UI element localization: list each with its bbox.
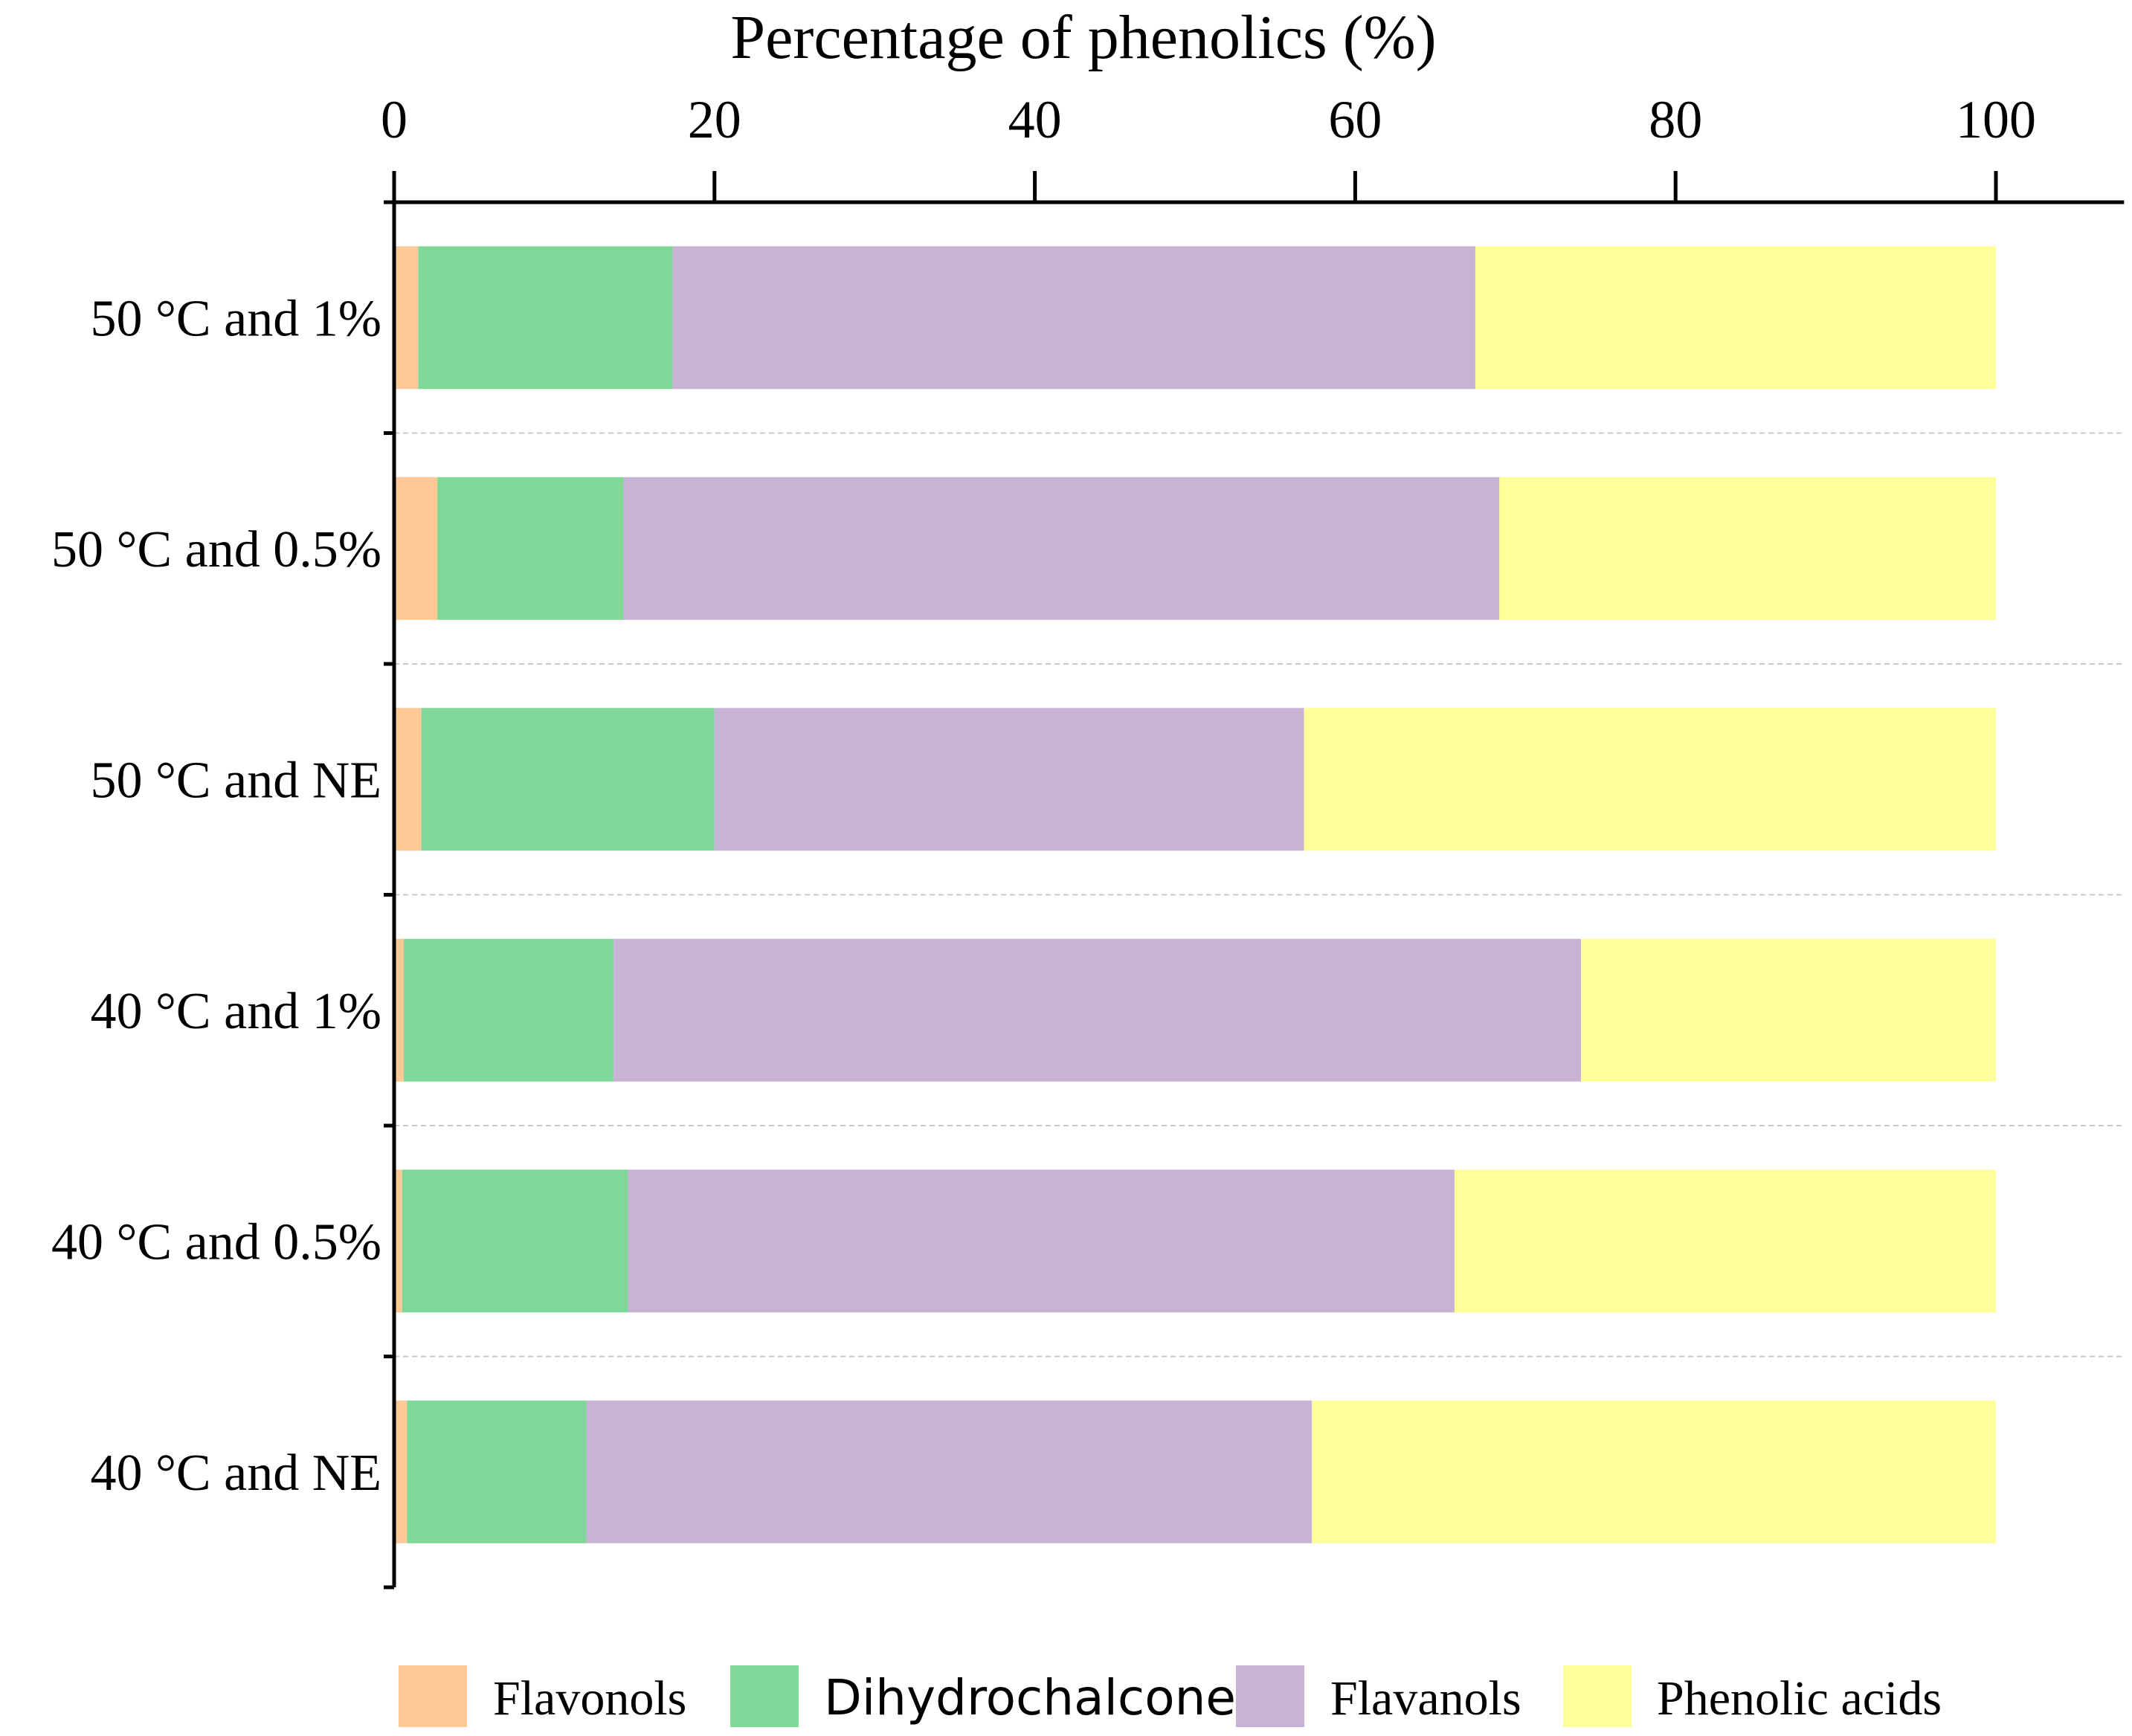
bar-segment-phenolic-acids bbox=[1581, 938, 1996, 1082]
bar-segment-dihydrochalcones bbox=[421, 708, 715, 851]
bar-segment-dihydrochalcones bbox=[418, 246, 673, 390]
x-tick-label: 20 bbox=[688, 90, 741, 149]
bar-segment-flavonols bbox=[394, 708, 422, 851]
bars-layer bbox=[394, 246, 1996, 1543]
bar-segment-flavonols bbox=[394, 1169, 402, 1313]
grid-layer bbox=[394, 432, 2125, 1358]
bar-segment-flavanols bbox=[672, 246, 1475, 390]
legend-swatch-phenolic-acids bbox=[1563, 1665, 1632, 1727]
bar-segment-phenolic-acids bbox=[1454, 1169, 1996, 1313]
legend-swatch-flavanols bbox=[1236, 1665, 1304, 1727]
y-tick-label: 50 °C and NE bbox=[90, 752, 381, 809]
bar-segment-flavanols bbox=[714, 708, 1304, 851]
bar-segment-flavonols bbox=[394, 477, 438, 620]
bar-segment-flavanols bbox=[613, 938, 1582, 1082]
bar-segment-flavonols bbox=[394, 1400, 408, 1543]
bar-segment-dihydrochalcones bbox=[403, 938, 614, 1082]
legend-swatch-flavonols bbox=[399, 1665, 467, 1727]
legend-label-phenolic-acids: Phenolic acids bbox=[1657, 1671, 1942, 1726]
y-tick-label: 50 °C and 1% bbox=[90, 290, 381, 347]
bar-segment-dihydrochalcones bbox=[402, 1169, 628, 1313]
legend-swatch-dihydrochalcones bbox=[730, 1665, 799, 1727]
x-tick-label: 60 bbox=[1328, 90, 1382, 149]
legend: Flavonols Dihydrochalcones Flavanols Phenol… bbox=[399, 1665, 1942, 1727]
legend-label-flavonols: Flavonols bbox=[493, 1671, 686, 1726]
bar-segment-phenolic-acids bbox=[1475, 246, 1996, 390]
axes-layer: 50 °C and 1% 50 °C and 0.5% 50 °C and NE 40… bbox=[51, 90, 2125, 1590]
bar-segment-phenolic-acids bbox=[1304, 708, 1996, 851]
bar-segment-flavonols bbox=[394, 246, 419, 390]
bar-segment-flavonols bbox=[394, 938, 404, 1082]
bar-segment-phenolic-acids bbox=[1499, 477, 1996, 620]
legend-label-dihydrochalcones: Dihydrochalcones bbox=[824, 1669, 1261, 1726]
bar-segment-flavanols bbox=[623, 477, 1500, 620]
bar-segment-dihydrochalcones bbox=[407, 1400, 587, 1543]
y-tick-label: 40 °C and 0.5% bbox=[51, 1213, 381, 1271]
bar-segment-flavanols bbox=[628, 1169, 1455, 1313]
legend-label-flavanols: Flavanols bbox=[1330, 1671, 1521, 1726]
bar-segment-flavanols bbox=[586, 1400, 1313, 1543]
y-tick-label: 40 °C and NE bbox=[90, 1445, 381, 1502]
x-tick-label: 0 bbox=[381, 90, 408, 149]
x-tick-label: 40 bbox=[1008, 90, 1062, 149]
bar-segment-phenolic-acids bbox=[1312, 1400, 1996, 1543]
x-tick-label: 80 bbox=[1649, 90, 1702, 149]
y-tick-label: 40 °C and 1% bbox=[90, 983, 381, 1040]
y-tick-label: 50 °C and 0.5% bbox=[51, 521, 381, 578]
chart-title: Percentage of phenolics (%) bbox=[730, 3, 1436, 72]
x-tick-label: 100 bbox=[1956, 90, 2036, 149]
bar-segment-dihydrochalcones bbox=[437, 477, 624, 620]
